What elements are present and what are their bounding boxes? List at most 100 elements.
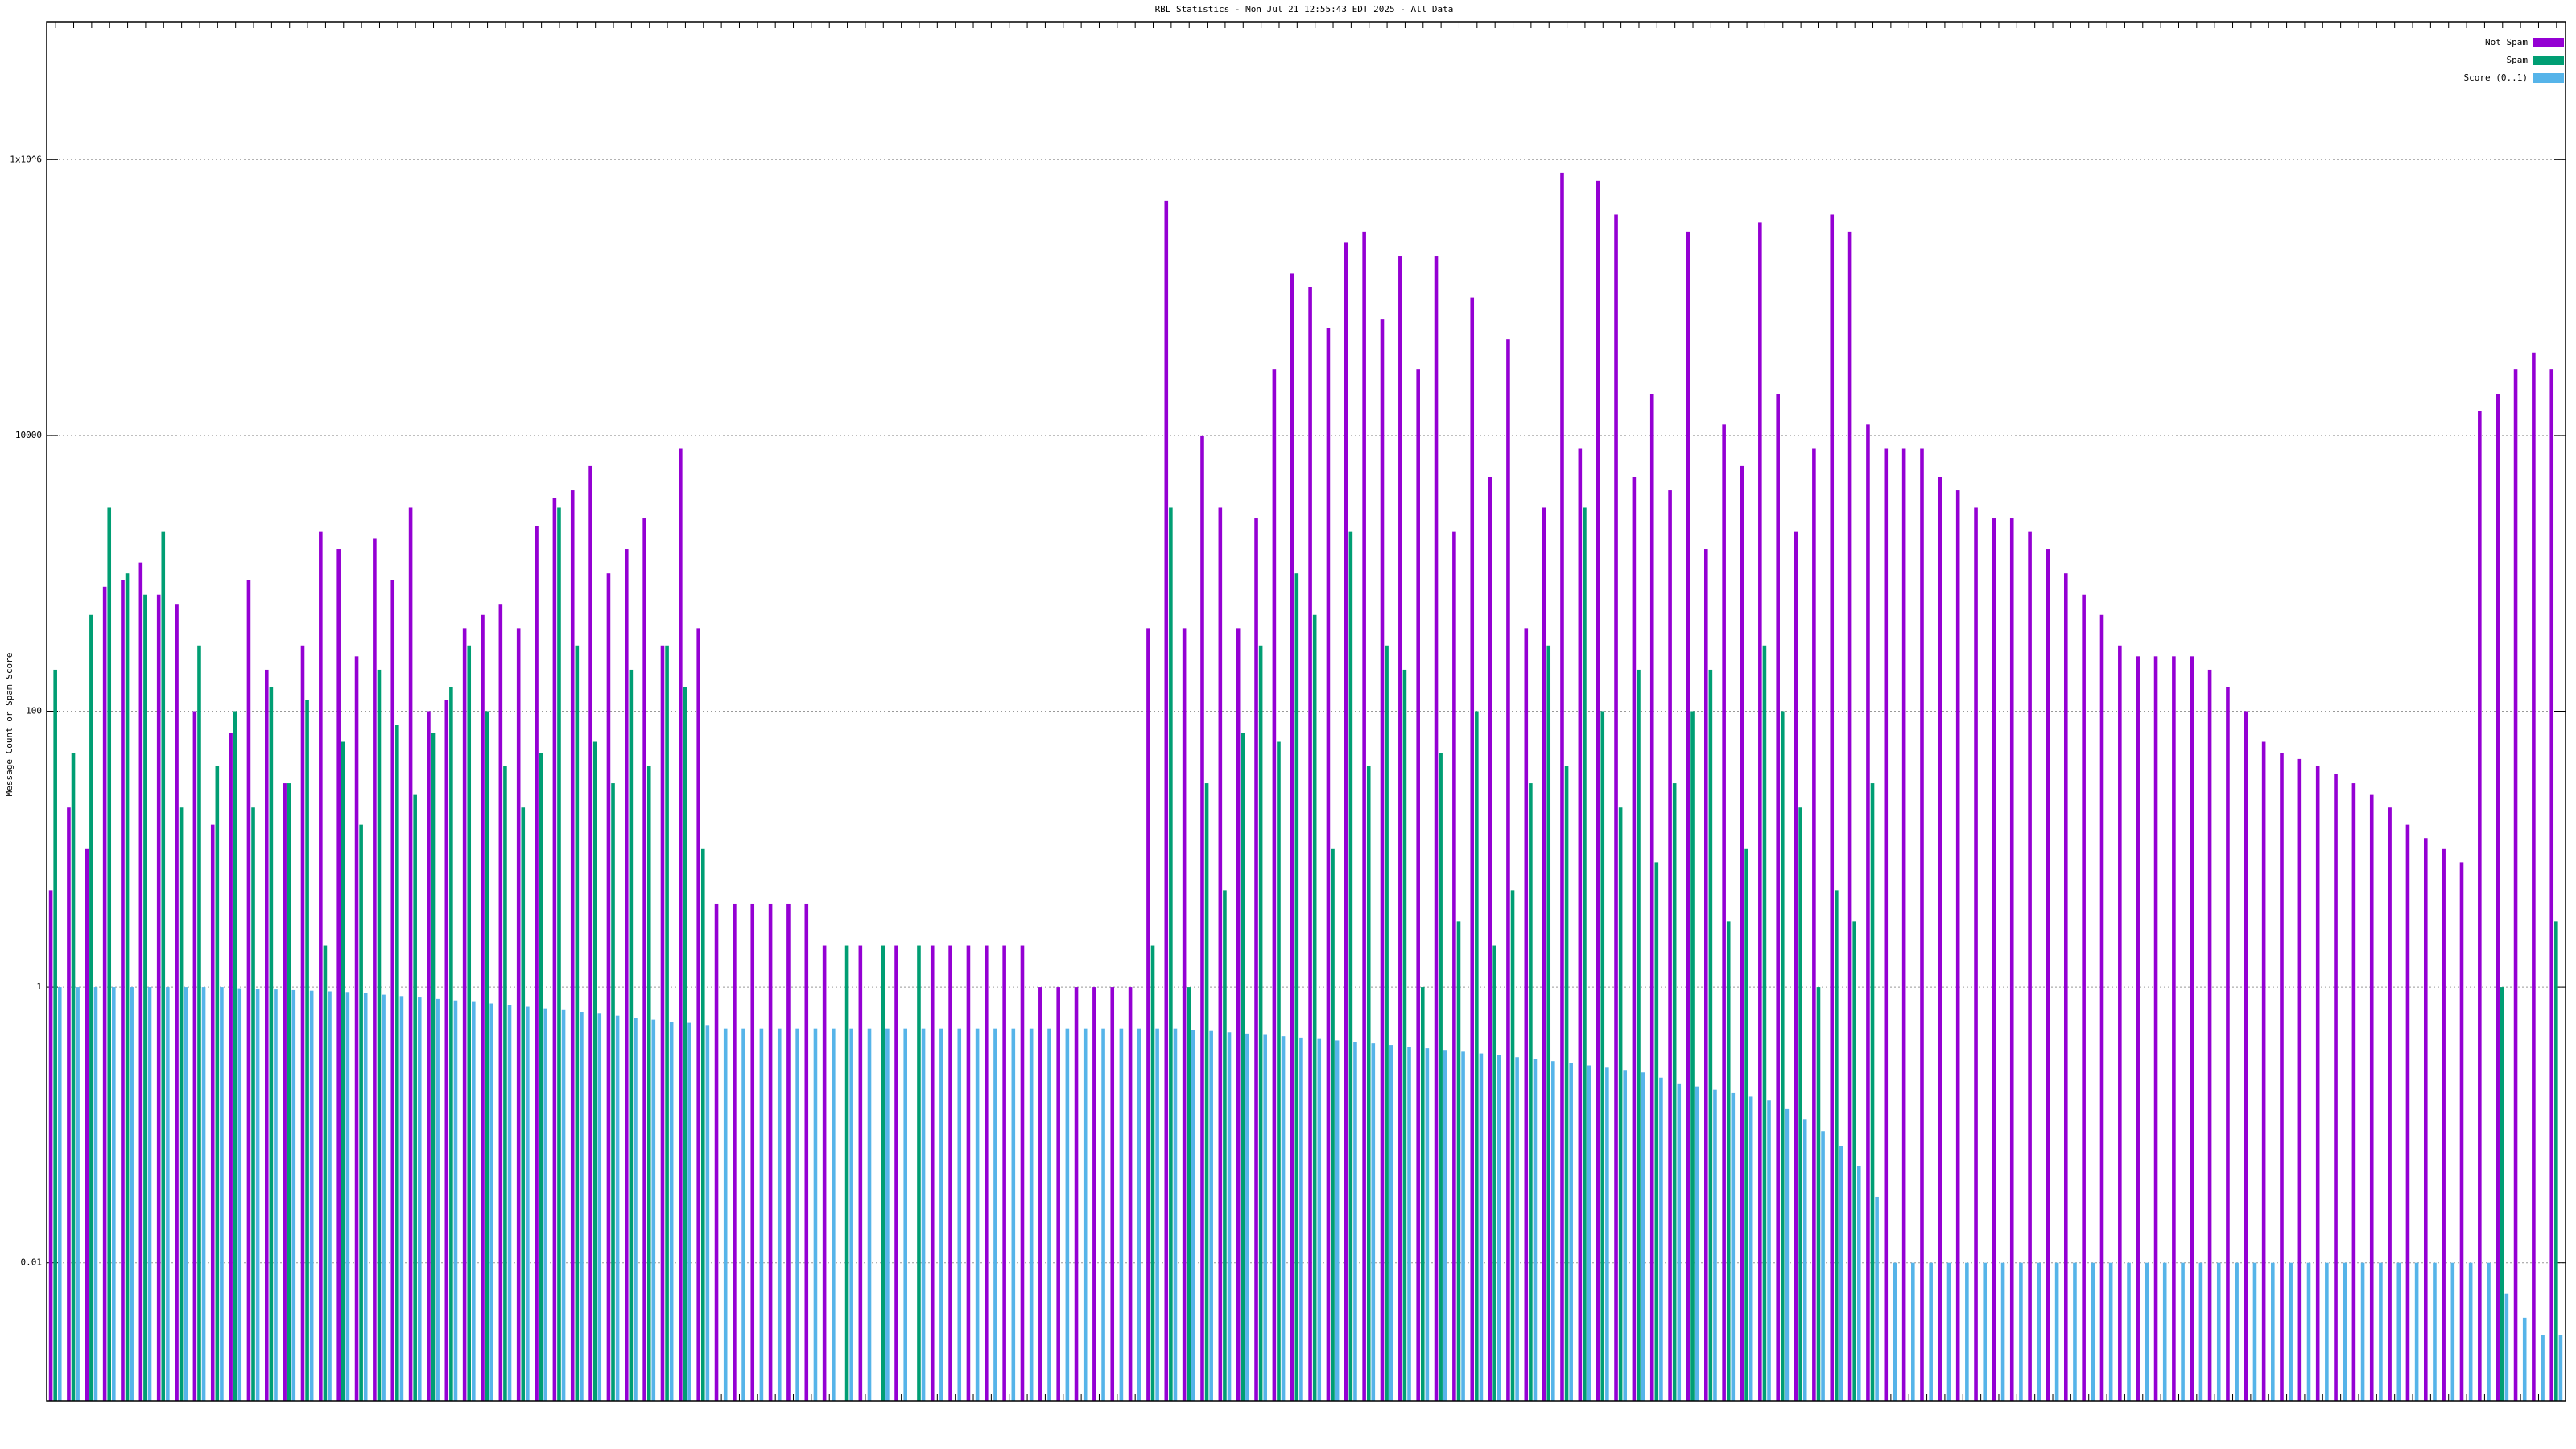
bar	[1703, 549, 1708, 1401]
bar	[201, 987, 206, 1401]
bar	[1420, 987, 1425, 1401]
bar	[2513, 369, 2518, 1401]
bar	[822, 945, 827, 1401]
bar	[1506, 339, 1510, 1401]
bar	[1938, 477, 1942, 1401]
bar	[552, 498, 557, 1401]
bar	[1362, 231, 1366, 1401]
legend-label: Not Spam	[2485, 37, 2528, 47]
bar	[1920, 448, 1924, 1401]
legend-label: Score (0..1)	[2464, 72, 2528, 83]
bar	[507, 1005, 512, 1401]
bar	[1542, 507, 1546, 1401]
bar	[759, 1028, 764, 1401]
bar	[1425, 1048, 1430, 1401]
bar	[345, 992, 350, 1401]
bar	[1929, 1262, 1933, 1401]
bar	[1564, 766, 1569, 1401]
bar	[2244, 711, 2248, 1401]
bar	[768, 903, 773, 1401]
bar	[804, 903, 809, 1401]
bar	[2554, 921, 2558, 1401]
bar	[2037, 1262, 2041, 1401]
bar	[886, 1028, 890, 1401]
bar	[408, 507, 413, 1401]
bar	[2235, 1262, 2239, 1401]
y-tick-label: 100	[26, 706, 42, 716]
bar	[503, 766, 507, 1401]
bar	[2459, 862, 2464, 1401]
bar	[1740, 465, 1744, 1401]
bar	[1605, 1067, 1609, 1401]
bar	[2405, 824, 2410, 1401]
bar	[1726, 921, 1731, 1401]
bar	[1326, 328, 1331, 1402]
bar	[1038, 987, 1042, 1401]
bar	[156, 594, 161, 1401]
bar	[917, 945, 921, 1401]
bar	[489, 1003, 493, 1401]
bar	[1398, 256, 1402, 1401]
bar	[894, 945, 898, 1401]
bar	[1416, 369, 1420, 1401]
bar	[395, 724, 399, 1401]
bar	[1002, 945, 1006, 1401]
bar	[67, 807, 71, 1401]
bar	[1802, 1119, 1807, 1401]
bar	[427, 711, 431, 1401]
bar	[1600, 711, 1605, 1401]
bar	[1353, 1042, 1357, 1401]
bar	[921, 1028, 926, 1401]
bar	[1546, 645, 1551, 1401]
bar	[516, 628, 521, 1401]
bar	[2207, 669, 2212, 1401]
bar	[777, 1028, 782, 1401]
bar	[2019, 1262, 2023, 1401]
chart-title: RBL Statistics - Mon Jul 21 12:55:43 EDT…	[1155, 4, 1454, 14]
bar	[867, 1028, 872, 1401]
bar	[1875, 1196, 1879, 1401]
bar	[1385, 645, 1389, 1401]
bar	[2379, 1262, 2383, 1401]
bar	[733, 903, 737, 1401]
bar	[1515, 1057, 1519, 1401]
bar	[903, 1028, 908, 1401]
bar	[1461, 1051, 1465, 1401]
bar	[48, 890, 53, 1401]
bar	[2172, 656, 2176, 1401]
bar	[849, 1028, 853, 1401]
bar	[1830, 214, 1835, 1401]
bar	[1020, 945, 1025, 1401]
bar	[220, 987, 224, 1401]
bar	[1690, 711, 1695, 1401]
bar	[1209, 1030, 1213, 1401]
bar	[939, 1028, 943, 1401]
bar	[597, 1013, 602, 1401]
bar	[539, 753, 543, 1401]
bar	[1047, 1028, 1051, 1401]
bar	[336, 549, 341, 1401]
bar	[1254, 518, 1258, 1401]
bar	[543, 1008, 548, 1401]
bar	[377, 669, 382, 1401]
bar	[1281, 1036, 1286, 1401]
bar	[2306, 1262, 2311, 1401]
bar	[1614, 214, 1618, 1401]
bar	[1816, 987, 1821, 1401]
bar	[112, 987, 116, 1401]
bar	[138, 562, 143, 1401]
y-axis-label: Message Count or Spam Score	[4, 653, 14, 797]
bar	[1798, 807, 1802, 1401]
bar	[1596, 180, 1600, 1401]
bar	[1946, 1262, 1951, 1401]
bar	[2532, 352, 2536, 1402]
bar	[1794, 531, 1798, 1401]
legend-swatch	[2533, 56, 2564, 65]
bar	[269, 687, 274, 1401]
bar	[2099, 614, 2104, 1401]
bar	[535, 526, 539, 1401]
bar	[2487, 1262, 2491, 1401]
bar	[2028, 531, 2032, 1401]
bar	[1456, 921, 1461, 1401]
bar	[341, 741, 345, 1401]
